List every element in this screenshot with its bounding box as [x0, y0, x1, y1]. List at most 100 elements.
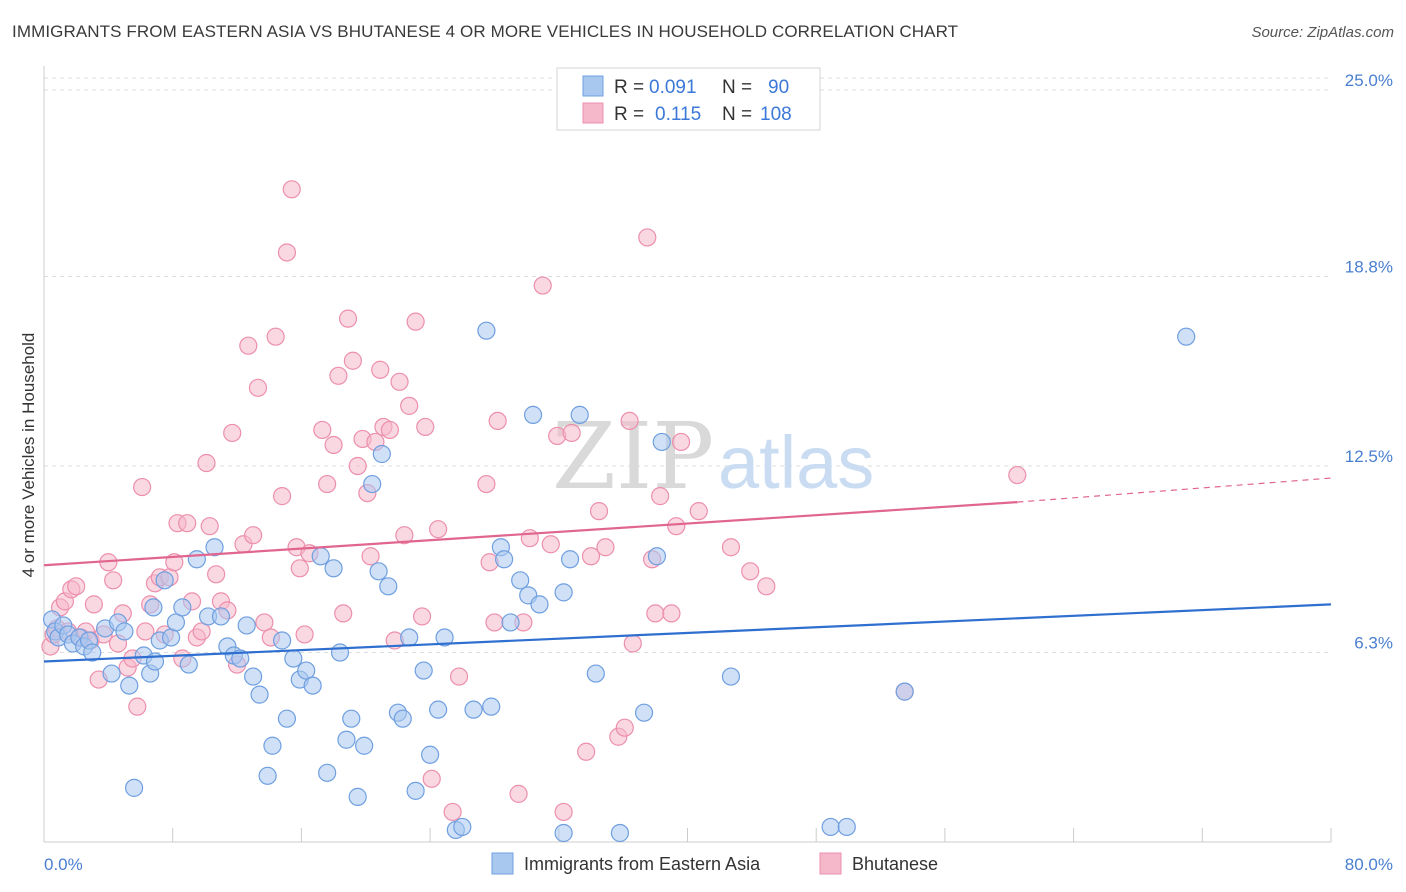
point-bhutanese: [338, 309, 358, 328]
trend-line-bhutanese-extrapolated: [1017, 477, 1332, 503]
point-bhutanese: [343, 351, 362, 370]
x-tick-label: 80.0%: [1345, 855, 1393, 874]
point-eastern-asia: [237, 616, 256, 635]
point-bhutanese: [128, 697, 147, 716]
point-bhutanese: [290, 559, 309, 578]
legend-r-value-pink: 0.115: [655, 104, 701, 125]
point-bhutanese: [244, 526, 263, 545]
point-bhutanese: [136, 622, 155, 641]
legend-r-label-pink: R =: [614, 104, 644, 125]
point-eastern-asia: [277, 709, 297, 728]
chart-title: IMMIGRANTS FROM EASTERN ASIA VS BHUTANES…: [12, 22, 959, 41]
point-eastern-asia: [187, 550, 206, 569]
data-points: [41, 180, 1196, 843]
point-bhutanese: [334, 604, 353, 623]
point-eastern-asia: [144, 598, 163, 617]
point-eastern-asia: [166, 613, 186, 632]
point-eastern-asia: [379, 577, 398, 596]
point-eastern-asia: [586, 664, 605, 683]
point-bhutanese: [192, 622, 211, 641]
bottom-legend-swatch-pink: [819, 852, 842, 875]
point-bhutanese: [197, 453, 216, 473]
point-eastern-asia: [303, 676, 322, 695]
point-bhutanese: [416, 417, 435, 437]
point-bhutanese: [318, 474, 337, 494]
x-tick-labels: 0.0% 80.0%: [44, 855, 1393, 874]
point-eastern-asia: [258, 766, 277, 785]
legend-swatch-blue: [582, 75, 604, 97]
point-bhutanese: [277, 243, 297, 262]
point-bhutanese: [395, 526, 414, 545]
x-tick-label: 0.0%: [44, 855, 83, 874]
point-eastern-asia: [173, 598, 192, 617]
trend-lines: [43, 477, 1332, 663]
point-eastern-asia: [523, 405, 543, 424]
point-bhutanese: [651, 487, 670, 506]
point-bhutanese: [412, 607, 432, 626]
point-eastern-asia: [355, 736, 374, 755]
point-bhutanese: [689, 502, 708, 521]
axes: [43, 66, 1332, 843]
watermark: ZIP atlas: [552, 403, 874, 510]
point-eastern-asia: [393, 709, 412, 728]
point-eastern-asia: [311, 547, 330, 566]
point-bhutanese: [1008, 465, 1027, 485]
point-bhutanese: [443, 802, 462, 822]
point-bhutanese: [282, 180, 301, 199]
point-bhutanese: [361, 547, 380, 566]
point-bhutanese: [133, 477, 152, 497]
point-bhutanese: [266, 327, 285, 346]
chart-source: Source: ZipAtlas.com: [1251, 24, 1394, 41]
point-bhutanese: [406, 312, 425, 331]
y-tick-labels: 6.3% 12.5% 18.8% 25.0%: [1345, 71, 1393, 652]
point-eastern-asia: [205, 538, 224, 557]
point-bhutanese: [223, 423, 242, 443]
point-eastern-asia: [554, 823, 573, 843]
point-eastern-asia: [124, 778, 144, 797]
point-bhutanese: [721, 538, 741, 557]
point-eastern-asia: [363, 474, 382, 494]
legend-n-label-blue: N =: [722, 77, 752, 98]
point-bhutanese: [646, 604, 665, 623]
point-eastern-asia: [610, 823, 630, 843]
point-bhutanese: [84, 595, 103, 614]
point-eastern-asia: [477, 321, 496, 340]
point-eastern-asia: [284, 649, 303, 668]
point-bhutanese: [662, 604, 681, 623]
point-bhutanese: [313, 420, 332, 440]
watermark-atlas: atlas: [718, 421, 874, 504]
point-eastern-asia: [414, 661, 433, 680]
trend-line-eastern-asia: [43, 603, 1332, 663]
point-bhutanese: [178, 514, 197, 533]
legend-n-label-pink: N =: [722, 104, 752, 125]
point-bhutanese: [429, 520, 448, 539]
point-bhutanese: [488, 411, 507, 431]
point-eastern-asia: [330, 643, 350, 662]
point-eastern-asia: [369, 562, 388, 581]
point-eastern-asia: [647, 547, 667, 566]
point-bhutanese: [67, 577, 86, 596]
y-tick-label: 25.0%: [1345, 71, 1393, 90]
point-eastern-asia: [250, 685, 269, 704]
point-eastern-asia: [342, 709, 361, 728]
point-eastern-asia: [1177, 327, 1196, 346]
point-eastern-asia: [115, 622, 134, 641]
point-bhutanese: [596, 538, 615, 557]
point-eastern-asia: [453, 817, 472, 837]
point-bhutanese: [509, 784, 528, 803]
point-bhutanese: [422, 769, 441, 788]
point-bhutanese: [615, 718, 634, 737]
point-eastern-asia: [324, 559, 343, 578]
point-eastern-asia: [482, 697, 501, 716]
point-eastern-asia: [179, 655, 198, 674]
point-bhutanese: [638, 228, 657, 247]
trend-line-bhutanese: [43, 501, 1018, 567]
point-eastern-asia: [102, 664, 121, 683]
point-eastern-asia: [634, 703, 654, 722]
y-tick-label: 18.8%: [1345, 258, 1393, 277]
point-eastern-asia: [372, 444, 391, 464]
point-eastern-asia: [435, 628, 454, 647]
point-bhutanese: [562, 423, 581, 443]
point-bhutanese: [541, 535, 560, 554]
